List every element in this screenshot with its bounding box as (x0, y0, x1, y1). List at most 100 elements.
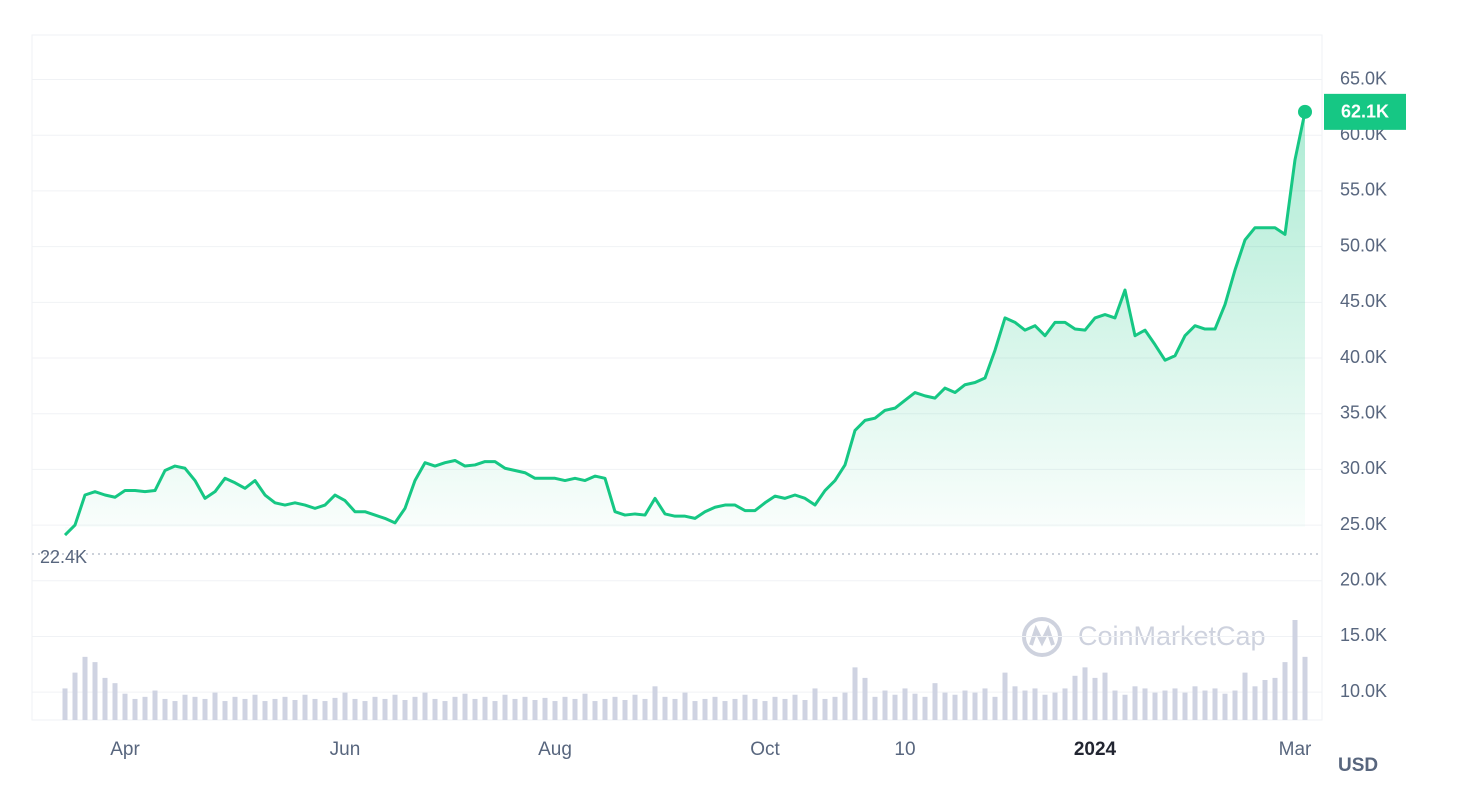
price-line (63, 111, 1307, 537)
volume-bar (1162, 690, 1168, 720)
volume-bar (332, 697, 338, 720)
volume-bar (1292, 620, 1298, 720)
volume-bar (102, 677, 108, 720)
current-price-tag (1324, 93, 1406, 130)
volume-bar (832, 696, 838, 720)
volume-bar (1032, 688, 1038, 720)
watermark: CoinMarketCap (1022, 617, 1266, 657)
volume-bar (562, 696, 568, 720)
volume-bar (892, 694, 898, 720)
volume-bar (202, 698, 208, 720)
volume-bar (322, 701, 328, 720)
area-fill (65, 111, 1305, 536)
y-tick-label: 15.0K (1340, 625, 1387, 645)
volume-bar (912, 693, 918, 720)
volume-bar (122, 693, 128, 720)
volume-bar (812, 688, 818, 720)
volume-bar (1012, 686, 1018, 720)
volume-bar (232, 696, 238, 720)
volume-bar (1212, 688, 1218, 720)
y-tick-label: 20.0K (1340, 570, 1387, 590)
volume-bar (1002, 672, 1008, 720)
volume-bar (452, 696, 458, 720)
volume-bar (762, 701, 768, 720)
volume-bar (1262, 680, 1268, 720)
volume-bar (592, 701, 598, 720)
start-price-label: 22.4K (40, 547, 87, 567)
volume-bar (782, 698, 788, 720)
volume-bar (732, 698, 738, 720)
volume-bar (512, 698, 518, 720)
volume-bar (272, 698, 278, 720)
x-tick-label: Jun (330, 739, 361, 760)
volume-bar (862, 677, 868, 720)
volume-bar (1272, 677, 1278, 720)
volume-bar (872, 696, 878, 720)
volume-bar (1042, 694, 1048, 720)
volume-bar (532, 700, 538, 720)
volume-bar (902, 688, 908, 720)
volume-bar (212, 692, 218, 720)
volume-bar (632, 694, 638, 720)
x-tick-label: 10 (894, 739, 915, 760)
volume-bar (72, 672, 78, 720)
volume-bar (262, 701, 268, 720)
volume-bar (432, 698, 438, 720)
y-tick-label: 45.0K (1340, 291, 1387, 311)
volume-bar (972, 692, 978, 720)
volume-bar (992, 696, 998, 720)
volume-bar (182, 694, 188, 720)
volume-bar (1242, 672, 1248, 720)
volume-bar (302, 694, 308, 720)
x-tick-label: Aug (538, 739, 572, 760)
volume-bar (982, 688, 988, 720)
volume-bar (422, 692, 428, 720)
volume-bar (1142, 688, 1148, 720)
volume-bar (1072, 675, 1078, 720)
volume-bar (372, 696, 378, 720)
volume-bar (472, 698, 478, 720)
volume-bar (252, 694, 258, 720)
volume-bar (522, 696, 528, 720)
volume-bar (392, 694, 398, 720)
volume-bar (852, 667, 858, 720)
x-tick-label: 2024 (1074, 739, 1117, 760)
volume-bar (922, 696, 928, 720)
volume-bar (382, 698, 388, 720)
volume-bar (552, 701, 558, 720)
volume-bar (1132, 686, 1138, 720)
volume-bar (222, 701, 228, 720)
volume-bar (842, 692, 848, 720)
volume-bar (482, 696, 488, 720)
volume-bar (742, 694, 748, 720)
volume-bar (352, 698, 358, 720)
volume-bar (882, 690, 888, 720)
volume-bar (1192, 686, 1198, 720)
volume-bar (442, 701, 448, 720)
volume-bar (362, 701, 368, 720)
volume-bar (712, 696, 718, 720)
volume-bar (662, 696, 668, 720)
volume-bar (292, 700, 298, 720)
x-tick-label: Mar (1279, 739, 1312, 760)
x-tick-label: Oct (750, 739, 780, 760)
volume-bar (1172, 688, 1178, 720)
volume-bar (1022, 690, 1028, 720)
volume-bar (242, 698, 248, 720)
volume-bar (802, 700, 808, 720)
volume-bar (82, 656, 88, 720)
volume-bar (192, 696, 198, 720)
volume-bar (342, 692, 348, 720)
volume-bar (622, 700, 628, 720)
volume-bar (1302, 656, 1308, 720)
volume-bar (142, 696, 148, 720)
volume-bar (542, 697, 548, 720)
volume-bar (92, 662, 98, 720)
volume-bar (1202, 690, 1208, 720)
y-tick-label: 55.0K (1340, 180, 1387, 200)
volume-bar (1232, 690, 1238, 720)
volume-bar (1122, 694, 1128, 720)
volume-bar (582, 693, 588, 720)
volume-bar (282, 696, 288, 720)
